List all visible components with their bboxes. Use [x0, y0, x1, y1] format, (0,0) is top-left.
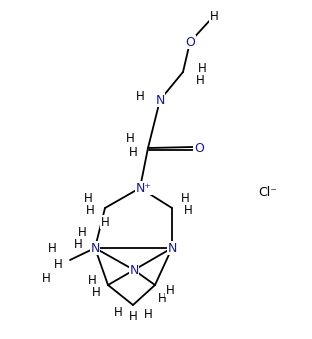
Text: H: H	[54, 258, 62, 271]
Text: H: H	[78, 225, 86, 239]
Text: H: H	[88, 274, 96, 286]
Text: H: H	[144, 308, 152, 321]
Text: N⁺: N⁺	[136, 181, 152, 195]
Text: O: O	[185, 36, 195, 48]
Text: H: H	[48, 241, 56, 255]
Text: H: H	[210, 9, 218, 22]
Text: H: H	[85, 203, 94, 217]
Text: H: H	[84, 192, 92, 204]
Text: H: H	[136, 91, 144, 103]
Text: H: H	[184, 203, 193, 217]
Text: N: N	[129, 263, 139, 277]
Text: H: H	[41, 272, 50, 284]
Text: H: H	[114, 305, 122, 319]
Text: N: N	[155, 94, 165, 106]
Text: N: N	[167, 241, 177, 255]
Text: H: H	[158, 292, 166, 304]
Text: H: H	[166, 283, 174, 297]
Text: H: H	[92, 285, 100, 299]
Text: H: H	[101, 216, 110, 228]
Text: H: H	[126, 132, 134, 144]
Text: H: H	[181, 192, 189, 204]
Text: H: H	[129, 310, 137, 322]
Text: O: O	[194, 141, 204, 155]
Text: Cl⁻: Cl⁻	[259, 185, 277, 199]
Text: N: N	[90, 241, 100, 255]
Text: H: H	[74, 239, 82, 252]
Text: H: H	[196, 74, 204, 86]
Text: H: H	[129, 146, 137, 160]
Text: H: H	[197, 61, 206, 75]
